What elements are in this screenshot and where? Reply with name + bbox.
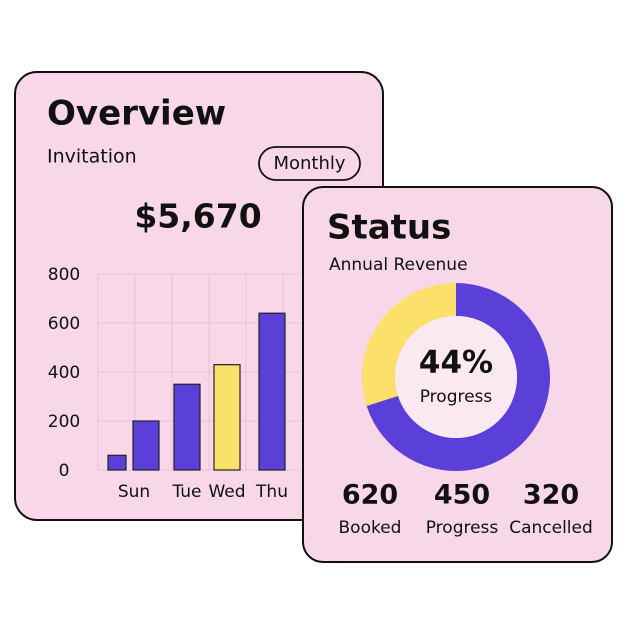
bar [132,420,160,471]
x-tick-label: Tue [171,482,201,502]
total-value: $5,670 [134,197,261,236]
status-card: Status Annual Revenue 44% Progress 620 Bo… [302,186,613,563]
x-tick-label: Thu [255,482,288,502]
bar [107,454,127,471]
y-tick-label: 600 [48,314,80,334]
card-subtitle: Invitation [47,146,137,168]
donut-center-value: 44% [419,345,493,381]
bar [258,312,286,471]
y-tick-label: 400 [48,363,80,383]
y-tick-label: 800 [48,265,80,285]
stat-value: 320 [523,480,579,511]
donut-center-label: Progress [420,387,493,407]
button-label[interactable]: Monthly [273,153,345,174]
stats: 620 Booked 450 Progress 320 Cancelled [339,480,593,539]
stat-label: Booked [339,518,402,538]
stat-label: Cancelled [509,518,593,538]
overview-card: Overview Invitation Monthly $5,670 0 200 4… [14,71,384,521]
y-tick-label: 0 [59,461,70,481]
card-subtitle: Annual Revenue [329,255,468,275]
x-tick-label: Wed [208,482,245,502]
stat-value: 620 [342,480,398,511]
x-tick-label: Sun [118,482,150,502]
donut-segment [362,283,456,407]
donut-hole [395,316,517,438]
y-tick-label: 200 [48,412,80,432]
stat-label: Progress [426,518,499,538]
donut-segment [366,283,550,471]
period-button[interactable]: Monthly [258,146,361,181]
bar [173,383,201,471]
bar-chart: 0 200 400 600 800 Sun Tue Wed Thu [48,265,300,502]
card-title: Status [327,208,451,248]
bar [213,364,241,471]
stat-value: 450 [434,480,490,511]
donut-chart [362,283,550,471]
card-title: Overview [47,94,226,134]
button-outline[interactable] [258,146,361,181]
